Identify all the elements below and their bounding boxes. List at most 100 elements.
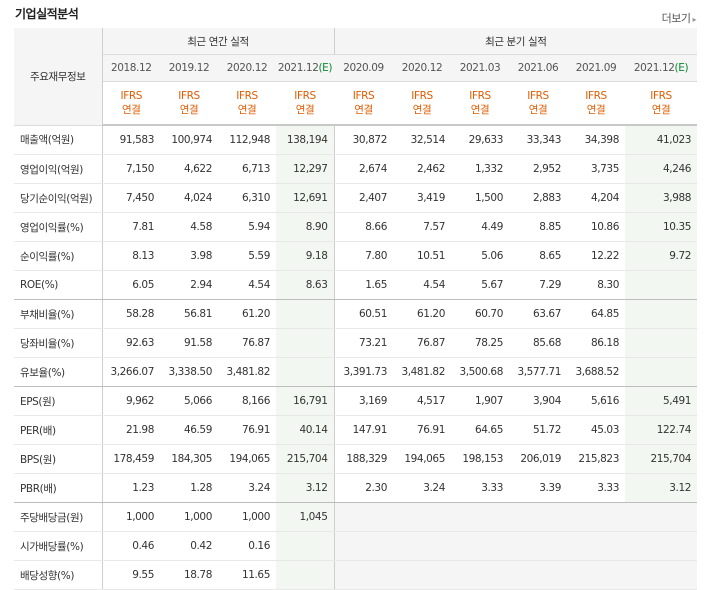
period-label: 2018.12 [110, 62, 152, 74]
table-cell: 4,204 [567, 183, 625, 213]
table-cell: 4,246 [625, 154, 698, 184]
ifrs-header: IFRS 연결 [276, 81, 334, 126]
table-cell: 8.63 [276, 270, 335, 300]
ifrs-label: IFRS [469, 90, 491, 102]
consolidated-label: 연결 [179, 104, 199, 116]
table-cell: 3,577.71 [509, 357, 567, 387]
period-header: 2018.12 [102, 54, 160, 82]
table-cell: 4,517 [393, 386, 451, 416]
table-cell: 7.29 [509, 270, 567, 300]
table-cell: 9.55 [102, 560, 160, 590]
table-cell: 61.20 [218, 299, 276, 329]
table-cell: 18.78 [160, 560, 218, 590]
period-header: 2021.12(E) [625, 54, 698, 82]
table-cell: 6,713 [218, 154, 276, 184]
table-cell [276, 531, 335, 561]
table-cell: 3,391.73 [334, 357, 393, 387]
period-label: 2021.12 [633, 62, 675, 74]
period-header: 2019.12 [160, 54, 218, 82]
consolidated-label: 연결 [295, 104, 315, 116]
ifrs-header: IFRS 연결 [160, 81, 218, 126]
table-cell: 215,823 [567, 444, 625, 474]
table-row: 당좌비율(%) 92.63 91.58 76.87 73.21 76.87 78.25 85.… [14, 328, 698, 358]
table-cell: 1,907 [451, 386, 509, 416]
table-cell [334, 560, 393, 590]
table-cell: 8.85 [509, 212, 567, 242]
table-cell: 2,407 [334, 183, 393, 213]
more-link[interactable]: 더보기 ▸ [662, 10, 697, 26]
ifrs-header: IFRS 연결 [451, 81, 509, 126]
table-row: 순이익률(%) 8.13 3.98 5.59 9.18 7.80 10.51 5.06 8.65… [14, 241, 698, 271]
table-cell: 1,500 [451, 183, 509, 213]
table-cell: 4.58 [160, 212, 218, 242]
period-label: 2020.12 [226, 62, 268, 74]
table-cell: 16,791 [276, 386, 335, 416]
ifrs-label: IFRS [352, 90, 375, 102]
consolidated-label: 연결 [586, 104, 606, 116]
table-cell [567, 560, 625, 590]
table-cell: 5.67 [451, 270, 509, 300]
table-cell: 2.30 [334, 473, 393, 503]
ifrs-header: IFRS 연결 [509, 81, 567, 126]
row-label: 매출액(억원) [14, 125, 103, 155]
table-cell: 3.39 [509, 473, 567, 503]
table-cell: 178,459 [102, 444, 160, 474]
chevron-right-icon: ▸ [692, 15, 696, 24]
table-cell: 21.98 [102, 415, 160, 445]
table-cell: 64.85 [567, 299, 625, 329]
table-cell [276, 299, 335, 329]
period-header: 2020.12 [218, 54, 276, 82]
table-row: PBR(배) 1.23 1.28 3.24 3.12 2.30 3.24 3.33 3.39 3.… [14, 473, 698, 503]
table-cell: 64.65 [451, 415, 509, 445]
table-cell: 3,266.07 [102, 357, 160, 387]
ifrs-label: IFRS [120, 90, 143, 102]
consolidated-label: 연결 [354, 104, 373, 116]
section-title: 기업실적분석 [15, 7, 79, 21]
table-cell [334, 502, 393, 532]
table-cell: 3.33 [451, 473, 509, 503]
table-cell: 3.24 [218, 473, 276, 503]
table-row: 영업이익률(%) 7.81 4.58 5.94 8.90 8.66 7.57 4.49 8.85… [14, 212, 698, 242]
table-cell: 76.87 [218, 328, 276, 358]
table-cell: 3.12 [276, 473, 335, 503]
row-label: 유보율(%) [14, 357, 103, 387]
ifrs-label: IFRS [585, 90, 607, 102]
period-label: 2019.12 [168, 62, 210, 74]
table-cell: 1,000 [160, 502, 218, 532]
table-cell [509, 531, 567, 561]
table-cell: 1,332 [451, 154, 509, 184]
table-cell: 29,633 [451, 125, 509, 155]
table-cell: 2.94 [160, 270, 218, 300]
table-cell: 10.86 [567, 212, 625, 242]
table-cell [451, 531, 509, 561]
table-cell: 41,023 [625, 125, 698, 155]
table-cell: 206,019 [509, 444, 567, 474]
consolidated-label: 연결 [237, 104, 257, 116]
table-cell: 5.94 [218, 212, 276, 242]
table-cell: 58.28 [102, 299, 160, 329]
period-row: 2018.12 2019.12 2020.12 2021.12(E) 2020.09 20… [14, 54, 698, 82]
table-cell: 8,166 [218, 386, 276, 416]
table-cell: 1.65 [334, 270, 393, 300]
table-cell [451, 560, 509, 590]
table-cell: 30,872 [334, 125, 393, 155]
table-cell: 5.59 [218, 241, 276, 271]
table-cell: 1,000 [102, 502, 160, 532]
table-body: 매출액(억원) 91,583 100,974 112,948 138,194 30,872… [14, 125, 698, 590]
table-cell: 40.14 [276, 415, 335, 445]
table-cell: 8.65 [509, 241, 567, 271]
table-cell: 10.51 [393, 241, 451, 271]
table-cell: 2,462 [393, 154, 451, 184]
table-cell: 45.03 [567, 415, 625, 445]
annual-header: 최근 연간 실적 [102, 28, 335, 55]
quarter-header: 최근 분기 실적 [334, 28, 698, 55]
table-cell: 198,153 [451, 444, 509, 474]
table-cell [625, 560, 698, 590]
table-cell: 147.91 [334, 415, 393, 445]
table-cell: 33,343 [509, 125, 567, 155]
table-cell: 215,704 [276, 444, 335, 474]
table-row: 매출액(억원) 91,583 100,974 112,948 138,194 30,872… [14, 125, 698, 155]
table-cell [509, 560, 567, 590]
table-row: 시가배당률(%) 0.46 0.42 0.16 [14, 531, 698, 561]
consolidated-label: 연결 [121, 104, 141, 116]
